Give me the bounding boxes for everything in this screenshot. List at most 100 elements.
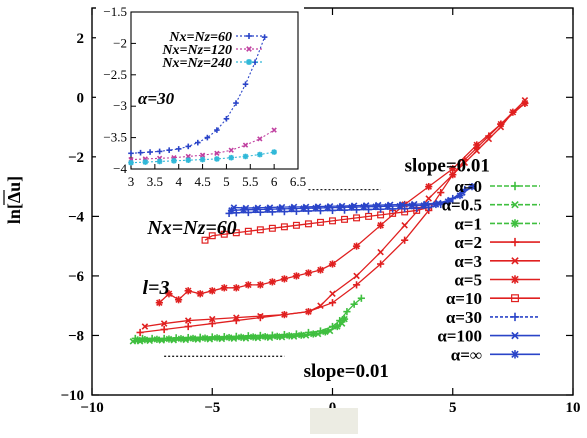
- data-point: [208, 232, 216, 240]
- inset-data-point: [156, 158, 163, 165]
- data-point: [350, 300, 358, 308]
- data-point: [263, 205, 272, 213]
- data-point: [312, 204, 320, 212]
- data-point: [425, 195, 432, 202]
- data-point: [201, 334, 209, 342]
- data-point: [321, 328, 329, 336]
- data-point: [316, 218, 324, 226]
- data-point: [357, 294, 365, 302]
- x-tick-label: −5: [204, 400, 220, 416]
- data-point: [456, 191, 464, 200]
- inset-legend-entry: Nx=Nz=60: [168, 30, 262, 45]
- inset-data-point: [242, 81, 249, 88]
- data-point: [329, 290, 336, 298]
- inset-data-point: [233, 100, 239, 106]
- y-tick-label: −4: [68, 209, 85, 225]
- data-point: [365, 212, 373, 220]
- inset-data-point: [242, 153, 249, 160]
- legend-entry: α=5: [454, 271, 540, 290]
- data-point: [165, 335, 173, 343]
- inset-plot: 3 3.5 4 4.5 5 5.5 6 6.5 −1.5 −2 −2.5 −3 −3.5 −4 Nx=Nz=…: [96, 4, 306, 199]
- data-point: [377, 248, 384, 256]
- data-point: [485, 135, 493, 143]
- annotation-slope-upper: slope=0.01: [405, 156, 490, 177]
- data-point: [336, 203, 344, 212]
- data-point: [521, 99, 529, 107]
- series-4: [141, 97, 529, 330]
- inset-series-2: [128, 149, 277, 166]
- legend-label: α=5: [454, 271, 482, 290]
- legend-marker: [511, 257, 519, 265]
- data-point: [256, 226, 264, 234]
- data-point: [239, 206, 248, 214]
- data-point: [473, 141, 481, 149]
- data-point: [184, 317, 192, 324]
- inset-legend-label: Nx=Nz=120: [161, 43, 232, 58]
- inset-data-point: [147, 149, 153, 155]
- legend-label: α=100: [437, 327, 482, 346]
- data-point: [292, 272, 301, 280]
- legend-marker: [511, 331, 519, 340]
- inset-data-point: [214, 156, 220, 162]
- y-tick-label: −8: [68, 328, 84, 344]
- inset-legend-label: Nx=Nz=60: [168, 30, 232, 45]
- inset-y-tick-label: −4: [113, 161, 127, 176]
- y-tick-label: −6: [68, 269, 85, 285]
- data-point: [201, 236, 209, 244]
- inset-data-point: [185, 143, 192, 150]
- inset-x-tick-label: 6.5: [290, 174, 306, 189]
- inset-y-tick-label: −3.5: [103, 130, 127, 145]
- data-point: [401, 222, 408, 229]
- inset-data-point: [257, 136, 263, 142]
- legend-marker: [510, 181, 520, 191]
- data-point: [340, 315, 349, 323]
- data-point: [408, 202, 416, 210]
- data-point: [281, 311, 288, 318]
- legend-entry: α=∞: [451, 345, 540, 364]
- data-point: [268, 224, 276, 232]
- data-point: [305, 308, 312, 315]
- legend-label: α=0: [454, 177, 482, 196]
- data-point: [227, 206, 236, 215]
- data-point: [352, 281, 361, 289]
- series-line: [204, 206, 429, 241]
- data-point: [317, 302, 324, 309]
- data-point: [233, 314, 240, 321]
- data-point: [141, 323, 149, 330]
- data-point: [384, 202, 392, 210]
- legend-entry: α=2: [454, 233, 540, 252]
- y-tick-label: 2: [77, 31, 85, 47]
- inset-data-point: [271, 149, 277, 155]
- inset-data-point: [166, 147, 172, 153]
- legend-marker: [511, 200, 519, 209]
- annotation-system-size: Nx=Nz=60: [146, 217, 236, 239]
- inset-legend-marker: [246, 46, 252, 52]
- inset-data-point: [128, 159, 134, 166]
- inset-data-point: [228, 154, 234, 161]
- data-point: [309, 330, 317, 338]
- data-point: [184, 322, 192, 331]
- data-point: [468, 183, 476, 191]
- x-tick-label: −10: [80, 400, 104, 416]
- data-point: [509, 108, 517, 116]
- data-point: [377, 221, 385, 229]
- legend-label: α=10: [446, 289, 482, 308]
- inset-x-tick-label: 4.5: [194, 174, 210, 189]
- data-point: [285, 332, 293, 340]
- data-point: [244, 227, 252, 235]
- legend-marker: [510, 237, 520, 247]
- inset-data-point: [214, 127, 220, 133]
- data-point: [341, 215, 349, 223]
- inset-data-point: [171, 158, 177, 164]
- data-point: [328, 299, 337, 307]
- inset-data-point: [199, 152, 206, 158]
- legend-marker: [510, 219, 520, 228]
- data-point: [268, 278, 276, 286]
- data-point: [196, 290, 204, 298]
- annotation-l: l=3: [143, 277, 170, 299]
- data-point: [177, 335, 185, 343]
- data-point: [153, 335, 161, 343]
- inset-series-line: [130, 129, 275, 161]
- data-point: [360, 203, 368, 211]
- data-point: [420, 201, 428, 209]
